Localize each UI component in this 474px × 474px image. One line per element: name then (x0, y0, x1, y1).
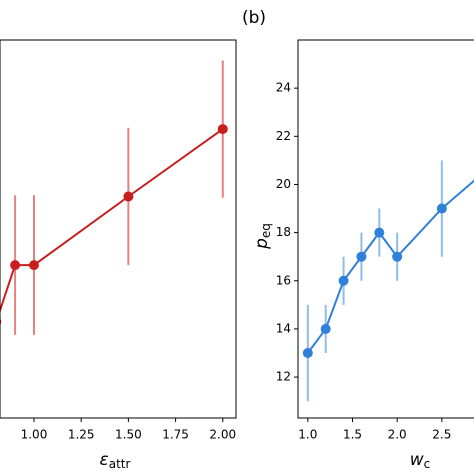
data-point (436, 203, 447, 214)
x-axis-label: εattr (100, 450, 131, 471)
x-axis-label: wc (410, 450, 431, 471)
x-tick-label: 2.0 (388, 428, 407, 442)
data-line (307, 179, 474, 354)
x-axis-label-main: w (410, 450, 424, 470)
plot-area (302, 160, 474, 402)
x-axis-label-sub: c (424, 457, 431, 471)
y-tick-label: 12 (276, 370, 291, 384)
y-axis-label-main: p (252, 238, 272, 250)
y-axis-label-sub: eq (259, 223, 273, 238)
x-tick-label: 1.5 (343, 428, 362, 442)
x-tick-label: 1.00 (21, 428, 48, 442)
x-tick-label: 2.5 (432, 428, 451, 442)
y-tick-label: 22 (276, 129, 291, 143)
axes-frame (0, 39, 237, 419)
x-tick-label: 2.00 (209, 428, 236, 442)
y-tick-label: 18 (276, 225, 291, 239)
y-axis-label: peq (252, 223, 273, 250)
data-point (302, 347, 313, 358)
y-tick-label: 20 (276, 177, 291, 191)
y-tick-label: 16 (276, 273, 291, 287)
x-axis-label-sub: attr (109, 457, 131, 471)
data-point (10, 260, 21, 271)
axes-frame (297, 39, 474, 419)
data-point (392, 251, 403, 262)
y-tick-label: 24 (276, 81, 291, 95)
x-tick-label: 1.75 (162, 428, 189, 442)
x-axis-label-main: ε (100, 450, 109, 470)
x-tick-label: 1.50 (115, 428, 142, 442)
data-point (28, 260, 39, 271)
data-point (374, 227, 385, 238)
data-point (123, 191, 134, 202)
data-point (356, 251, 367, 262)
data-point (320, 323, 331, 334)
data-point (217, 124, 228, 135)
x-tick-label: 1.0 (298, 428, 317, 442)
plot-area (0, 60, 228, 335)
x-tick-label: 1.25 (68, 428, 95, 442)
panel-title: (b) (242, 8, 266, 28)
data-point (338, 275, 349, 286)
y-tick-label: 14 (276, 321, 291, 335)
